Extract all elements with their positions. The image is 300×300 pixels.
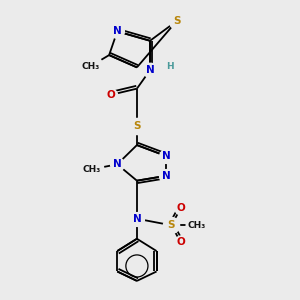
Point bbox=[164, 154, 169, 158]
Point bbox=[148, 68, 152, 73]
Text: H: H bbox=[166, 62, 173, 71]
Point bbox=[88, 64, 93, 68]
Text: CH₃: CH₃ bbox=[188, 221, 206, 230]
Text: N: N bbox=[133, 214, 141, 224]
Text: CH₃: CH₃ bbox=[83, 165, 101, 174]
Point bbox=[89, 167, 94, 172]
Point bbox=[134, 216, 139, 221]
Text: O: O bbox=[176, 203, 185, 214]
Point bbox=[115, 29, 120, 34]
Text: S: S bbox=[167, 220, 175, 230]
Point bbox=[115, 162, 120, 167]
Text: O: O bbox=[176, 237, 185, 247]
Text: N: N bbox=[113, 159, 122, 169]
Text: N: N bbox=[146, 65, 154, 75]
Point bbox=[109, 92, 113, 97]
Point bbox=[195, 223, 200, 228]
Text: N: N bbox=[162, 171, 171, 181]
Text: N: N bbox=[113, 26, 122, 36]
Point bbox=[178, 206, 183, 211]
Text: S: S bbox=[173, 16, 180, 26]
Text: S: S bbox=[133, 121, 141, 131]
Text: N: N bbox=[162, 151, 171, 161]
Text: O: O bbox=[107, 90, 116, 100]
Point bbox=[178, 240, 183, 244]
Text: CH₃: CH₃ bbox=[82, 61, 100, 70]
Point bbox=[169, 223, 174, 228]
Point bbox=[164, 173, 169, 178]
Point bbox=[174, 19, 179, 23]
Point bbox=[134, 124, 139, 129]
